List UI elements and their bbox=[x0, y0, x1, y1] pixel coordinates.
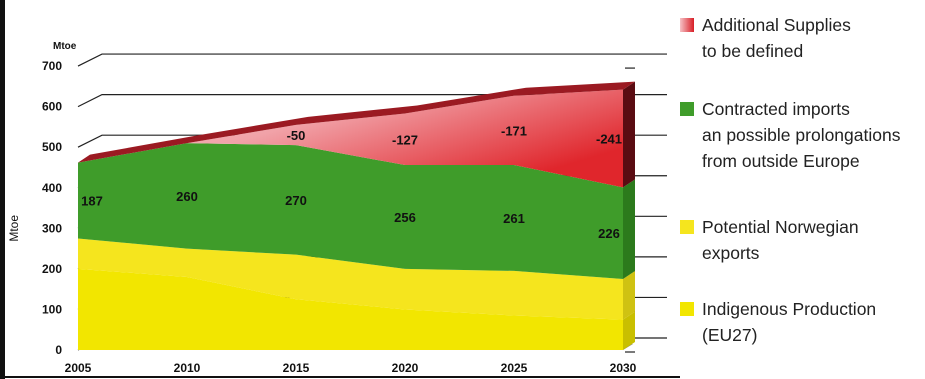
data-label: 270 bbox=[285, 193, 307, 208]
x-tick-label: 2010 bbox=[174, 361, 201, 375]
area-side-3 bbox=[623, 81, 635, 188]
legend-swatch-indigenous-production bbox=[680, 302, 694, 316]
y-tick-label: 100 bbox=[42, 302, 62, 316]
data-label: 261 bbox=[503, 211, 525, 226]
data-label: 226 bbox=[598, 226, 620, 241]
area-series-1 bbox=[78, 238, 623, 320]
y-tick-label: 400 bbox=[42, 181, 62, 195]
x-tick-label: 2020 bbox=[392, 361, 419, 375]
area-series-3 bbox=[78, 89, 623, 188]
data-label: 187 bbox=[81, 194, 103, 209]
y-tick-label: 200 bbox=[42, 262, 62, 276]
gridline bbox=[77, 94, 667, 108]
data-label: -241 bbox=[596, 131, 622, 146]
area-series-2 bbox=[78, 143, 623, 280]
area-side-1 bbox=[623, 271, 635, 320]
x-tick-label: 2015 bbox=[283, 361, 310, 375]
top-band bbox=[78, 81, 635, 163]
y-tick-label: 0 bbox=[55, 343, 62, 357]
legend-swatch-additional-supplies bbox=[680, 18, 694, 32]
data-label: 256 bbox=[394, 210, 416, 225]
data-label: 260 bbox=[176, 189, 198, 204]
chart-left-frame bbox=[0, 0, 5, 379]
x-tick-label: 2025 bbox=[501, 361, 528, 375]
legend-label-additional-supplies: Additional Supplies to be defined bbox=[702, 15, 851, 61]
y-tick-label: 300 bbox=[42, 221, 62, 235]
x-tick-label: 2030 bbox=[610, 361, 637, 375]
data-label: -127 bbox=[392, 132, 418, 147]
area-series-0 bbox=[78, 268, 623, 350]
legend-label-contracted-imports: Contracted imports an possible prolongat… bbox=[702, 99, 901, 171]
stacked-areas bbox=[78, 81, 635, 350]
chart: 187 260 270 256 261 226 -50 -127 -171 -241 0 100 20… bbox=[0, 0, 680, 379]
x-tick-label: 2005 bbox=[65, 361, 92, 375]
data-labels: 187 260 270 256 261 226 -50 -127 -171 -241 bbox=[81, 123, 622, 241]
gridline bbox=[77, 53, 667, 67]
unit-label: Mtoe bbox=[53, 41, 77, 52]
area-side-0 bbox=[623, 311, 635, 350]
legend: Additional Supplies to be defined Contra… bbox=[680, 0, 925, 379]
y-tick-label: 600 bbox=[42, 100, 62, 114]
y-tick-label: 500 bbox=[42, 140, 62, 154]
axes: 0 100 200 300 400 500 600 700 2005 2010 2015 2020 20… bbox=[7, 41, 637, 375]
data-label: -50 bbox=[287, 128, 306, 143]
area-side-2 bbox=[623, 179, 635, 280]
data-label: -171 bbox=[501, 123, 527, 138]
legend-swatch-norwegian-exports bbox=[680, 220, 694, 234]
y-tick-label: 700 bbox=[42, 59, 62, 73]
y-axis-label: Mtoe bbox=[7, 215, 21, 242]
legend-swatch-contracted-imports bbox=[680, 102, 694, 116]
legend-label-norwegian-exports: Potential Norwegian exports bbox=[702, 217, 859, 263]
legend-label-indigenous-production: Indigenous Production (EU27) bbox=[702, 299, 877, 345]
